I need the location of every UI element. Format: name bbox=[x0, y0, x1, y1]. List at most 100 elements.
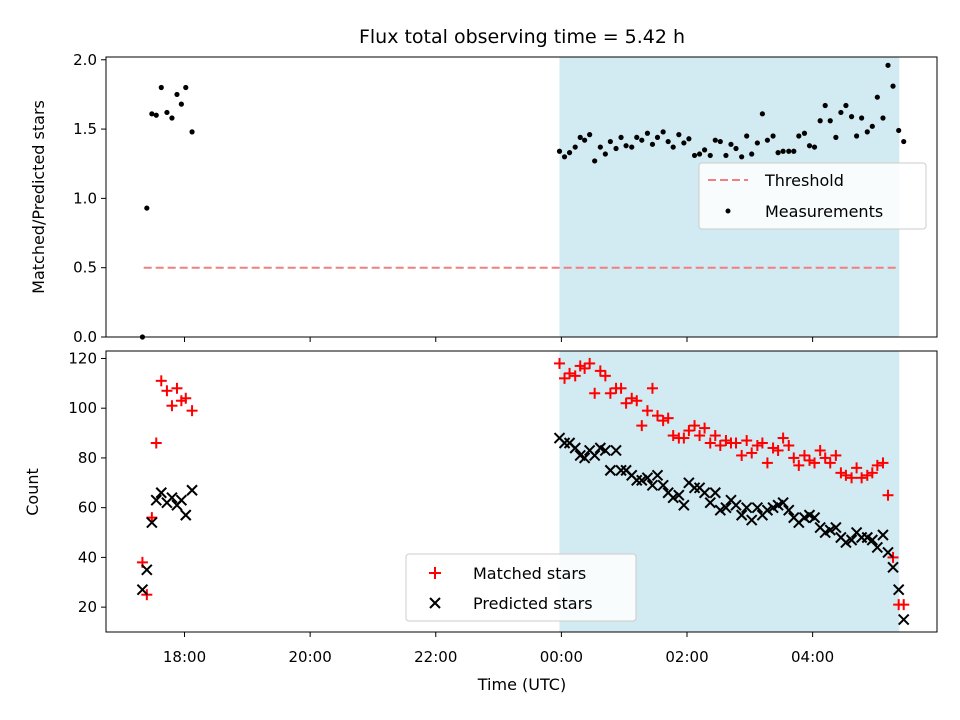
measurement-point bbox=[566, 150, 573, 156]
measurement-point bbox=[759, 111, 765, 117]
measurement-point bbox=[164, 109, 170, 116]
measurement-point bbox=[670, 144, 676, 150]
legend-predicted-label: Predicted stars bbox=[473, 594, 593, 613]
measurement-point bbox=[183, 84, 189, 91]
measurement-point bbox=[796, 133, 802, 139]
predicted-star-point bbox=[141, 564, 153, 576]
predicted-star-point bbox=[824, 524, 836, 536]
matched-star-point bbox=[720, 435, 732, 447]
legend-matched-swatch bbox=[429, 567, 441, 579]
predicted-star-point bbox=[599, 444, 612, 457]
predicted-star-point bbox=[186, 484, 198, 496]
matched-star-point bbox=[584, 357, 596, 369]
bottom-y-tick-label: 20 bbox=[78, 598, 97, 616]
matched-star-point bbox=[155, 375, 167, 387]
measurement-point bbox=[613, 145, 619, 152]
bottom-legend-box bbox=[405, 553, 637, 622]
measurement-point bbox=[733, 145, 739, 152]
matched-star-point bbox=[835, 467, 847, 479]
measurement-point bbox=[681, 140, 687, 146]
measurement-point bbox=[801, 130, 808, 136]
matched-star-point bbox=[589, 387, 601, 399]
top-panel: 0.00.51.01.52.0 Matched/Predicted stars … bbox=[29, 51, 938, 346]
matched-star-point bbox=[180, 392, 192, 404]
measurement-point bbox=[676, 132, 682, 138]
predicted-star-point bbox=[777, 496, 789, 509]
matched-star-point bbox=[871, 459, 883, 471]
predicted-star-point bbox=[558, 437, 571, 449]
matched-star-point bbox=[736, 449, 748, 461]
bottom-y-tick-label: 40 bbox=[78, 548, 97, 566]
predicted-star-point bbox=[866, 534, 879, 546]
matched-star-point bbox=[620, 397, 632, 409]
predicted-star-point bbox=[714, 504, 727, 516]
measurement-point bbox=[843, 102, 849, 109]
x-tick-label: 20:00 bbox=[289, 648, 332, 666]
measurement-point bbox=[577, 134, 583, 140]
matched-star-point bbox=[564, 367, 576, 379]
predicted-star-point bbox=[678, 499, 690, 511]
predicted-star-point bbox=[155, 487, 167, 499]
measurement-point bbox=[728, 141, 734, 147]
measurement-point bbox=[827, 118, 833, 124]
measurement-point bbox=[691, 152, 698, 159]
matched-star-point bbox=[599, 370, 611, 382]
legend-measurements-label: Measurements bbox=[765, 202, 883, 221]
matched-star-point bbox=[856, 472, 868, 484]
predicted-star-point bbox=[604, 464, 617, 477]
top-legend-box bbox=[698, 162, 927, 230]
matched-star-point bbox=[746, 447, 758, 459]
matched-star-point bbox=[798, 449, 810, 461]
x-tick-label: 04:00 bbox=[791, 648, 834, 666]
measurement-point bbox=[623, 143, 629, 149]
measurement-point bbox=[890, 83, 896, 89]
predicted-star-point bbox=[578, 452, 591, 464]
matched-star-point bbox=[877, 457, 889, 469]
measurement-point bbox=[739, 154, 745, 160]
matched-star-point bbox=[772, 444, 784, 456]
measurement-point bbox=[189, 129, 195, 135]
predicted-star-point bbox=[709, 487, 721, 499]
matched-star-point bbox=[898, 599, 910, 611]
matched-star-point bbox=[150, 437, 162, 449]
predicted-star-point bbox=[146, 516, 158, 529]
matched-star-point bbox=[851, 462, 863, 474]
measurement-point bbox=[178, 101, 184, 107]
matched-star-point bbox=[830, 449, 842, 461]
measurement-point bbox=[786, 148, 792, 154]
matched-star-point bbox=[846, 472, 858, 484]
predicted-star-point bbox=[840, 536, 852, 549]
measurement-point bbox=[629, 144, 635, 150]
predicted-star-point bbox=[892, 584, 905, 596]
measurement-point bbox=[169, 115, 175, 121]
predicted-star-point bbox=[673, 489, 685, 501]
matched-star-point bbox=[714, 439, 726, 451]
matched-star-point bbox=[161, 385, 173, 397]
measurement-point bbox=[639, 137, 645, 143]
matched-star-point bbox=[814, 444, 826, 456]
predicted-star-point bbox=[783, 504, 795, 516]
matched-star-point bbox=[777, 432, 789, 444]
measurement-point bbox=[592, 158, 598, 164]
measurement-point bbox=[817, 118, 823, 124]
matched-star-point bbox=[767, 442, 779, 454]
matched-star-point bbox=[631, 395, 643, 407]
predicted-star-point bbox=[646, 479, 659, 491]
bottom-y-tick-label: 100 bbox=[68, 399, 97, 417]
measurement-point bbox=[864, 129, 870, 135]
measurement-point bbox=[901, 138, 907, 145]
top-y-tick-label: 2.0 bbox=[73, 51, 97, 69]
predicted-star-point bbox=[704, 496, 716, 509]
measurement-point bbox=[885, 62, 891, 68]
top-axes-frame bbox=[105, 56, 938, 338]
measurement-point bbox=[838, 109, 844, 116]
x-tick-label: 00:00 bbox=[540, 648, 583, 666]
matched-star-point bbox=[636, 420, 648, 432]
measurement-point bbox=[174, 91, 180, 98]
measurement-point bbox=[880, 115, 886, 121]
predicted-star-point bbox=[745, 514, 758, 526]
measurement-point bbox=[144, 205, 150, 211]
predicted-star-point bbox=[882, 546, 894, 559]
measurement-point bbox=[749, 151, 755, 157]
